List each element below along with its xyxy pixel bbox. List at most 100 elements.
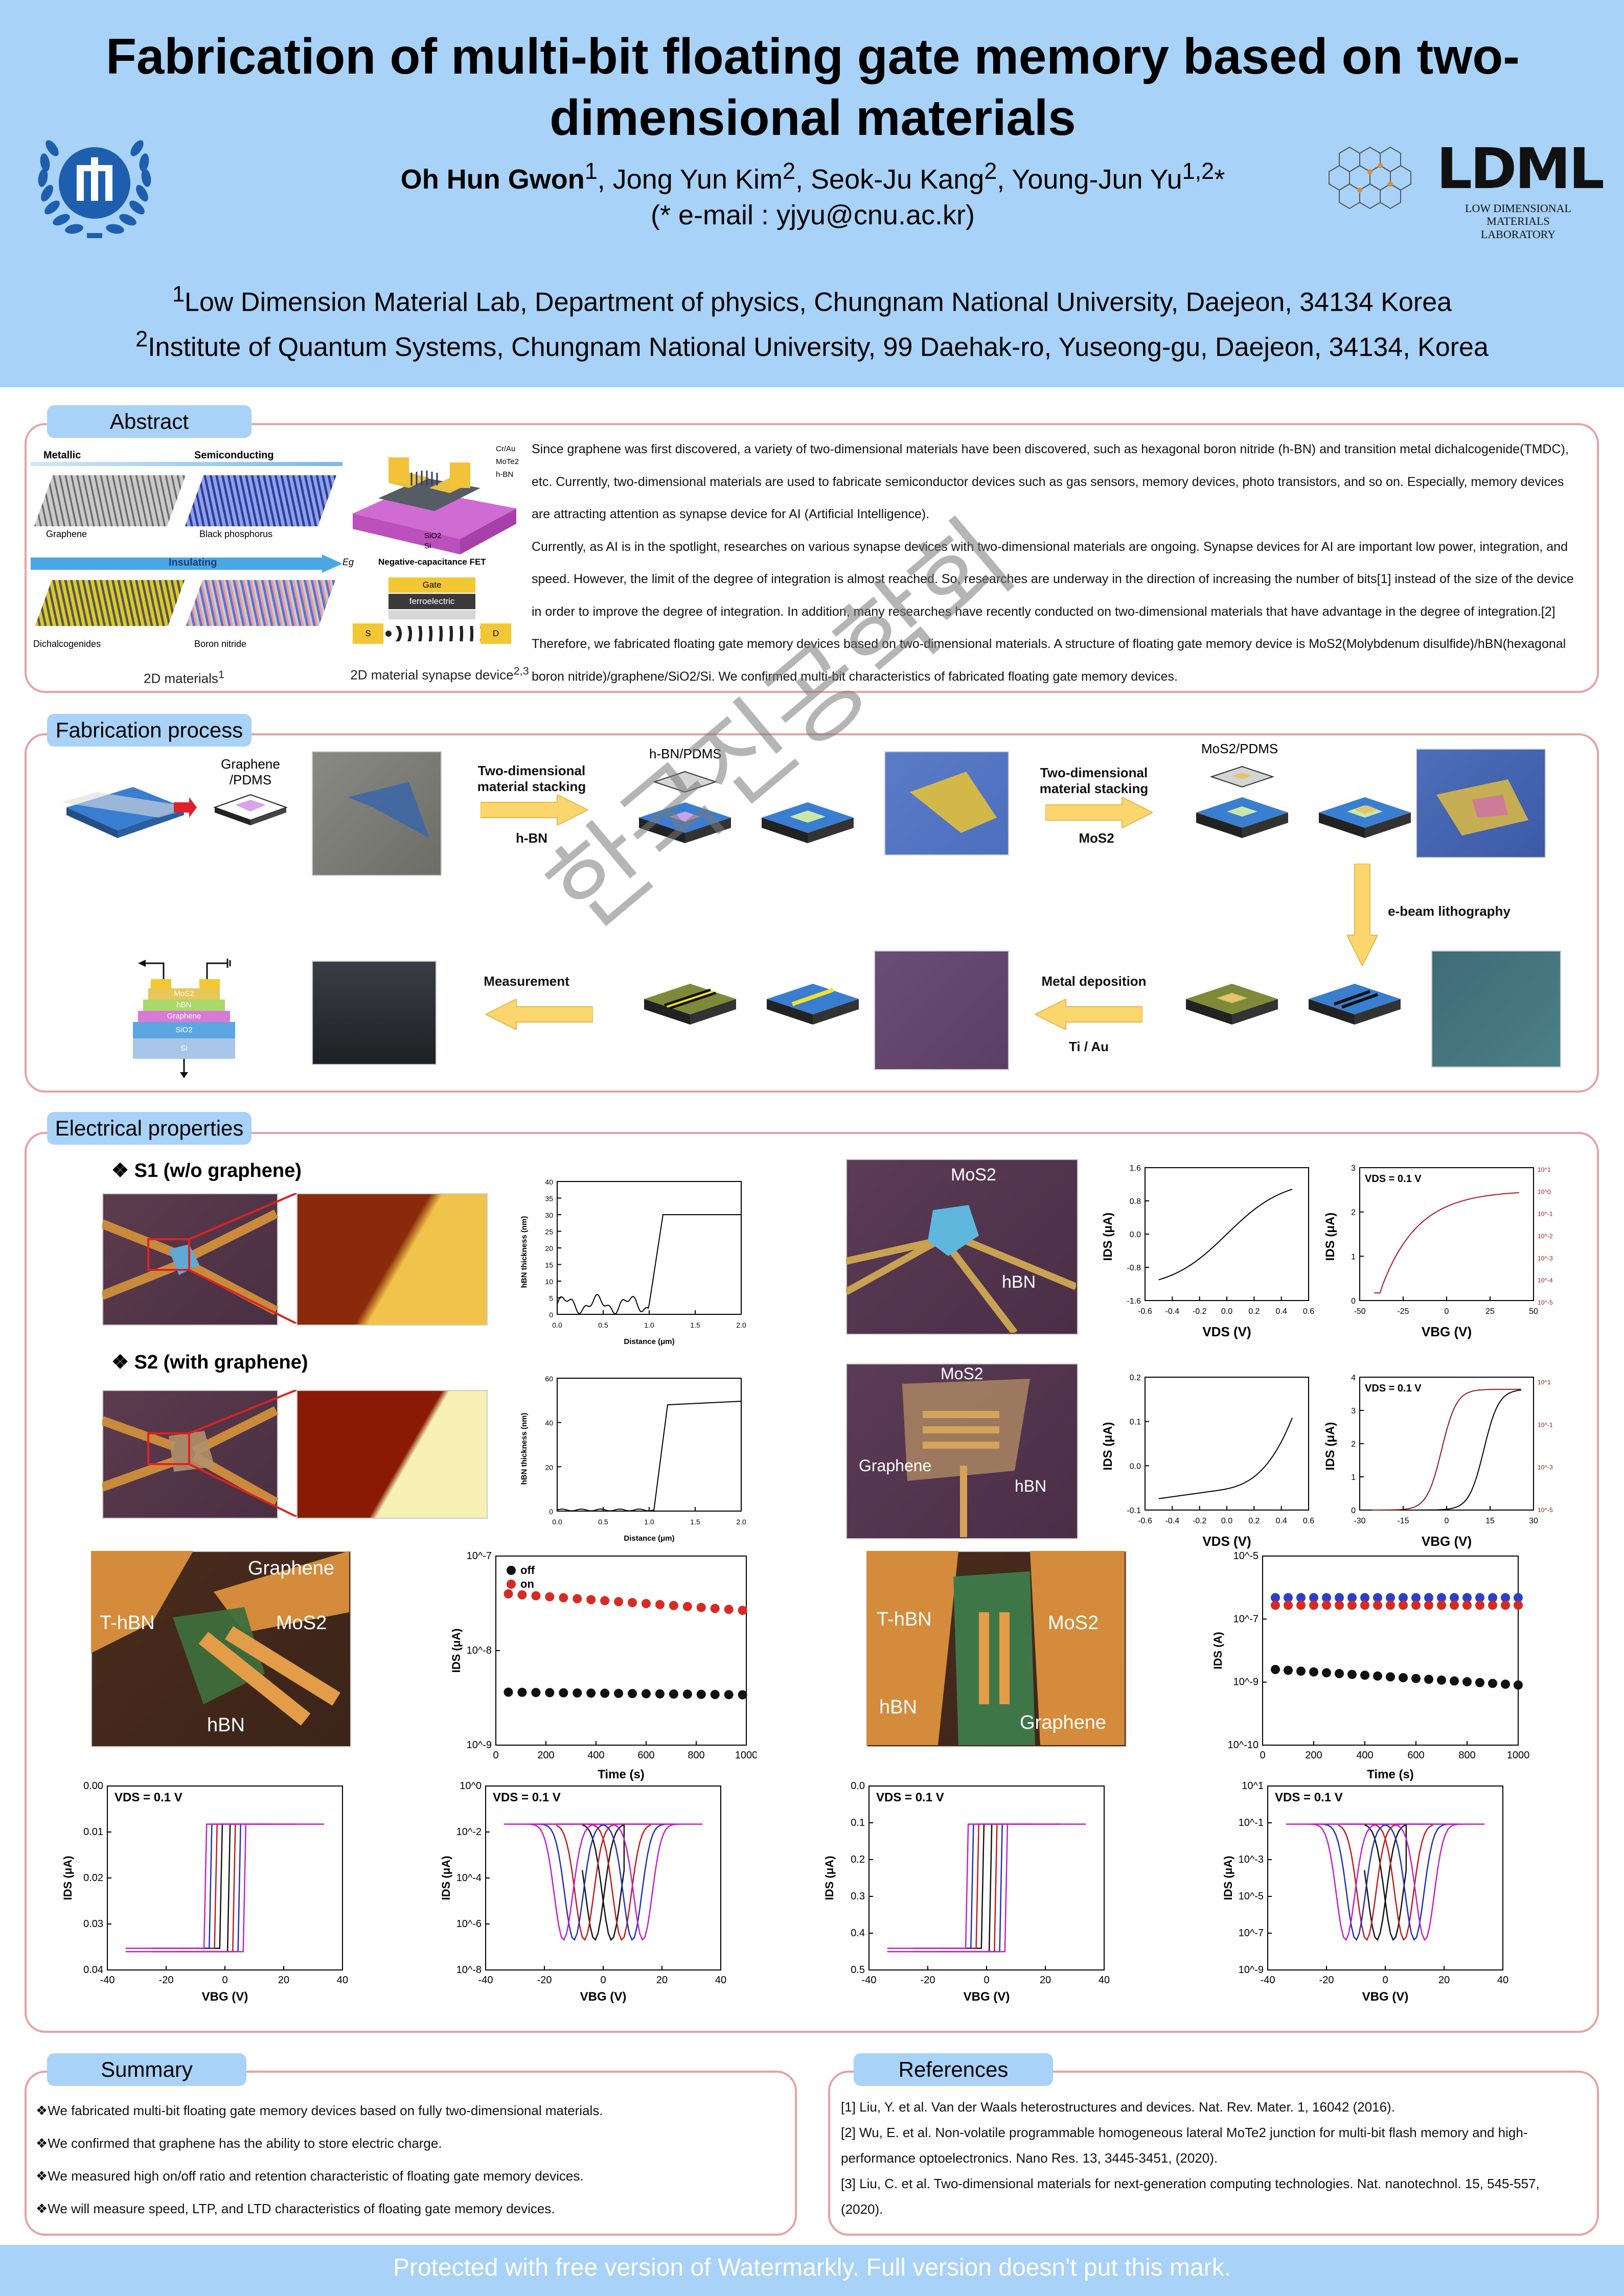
hysteresis-loop	[1363, 1824, 1407, 1941]
stack-layer-graphene: Graphene	[138, 1011, 230, 1022]
svg-text:IDS (μA): IDS (μA)	[1101, 1213, 1115, 1261]
poster-title: Fabrication of multi-bit floating gate m…	[106, 28, 1520, 146]
step1-sub-label: h-BN	[515, 830, 548, 846]
poster-header	[0, 0, 1624, 387]
x-tick-label: 2.0	[736, 1518, 746, 1526]
x-tick-label: -20	[1319, 1975, 1334, 1986]
abstract-text: Since graphene was first discovered, a v…	[532, 433, 1574, 693]
y-tick-label: 0.0	[1130, 1231, 1141, 1239]
state-point	[1373, 1593, 1382, 1603]
svg-text:IDS (μA): IDS (μA)	[1324, 1422, 1337, 1471]
y-tick-label: 10^-9	[1233, 1677, 1259, 1688]
university-logo-icon	[38, 140, 151, 238]
state-point	[1360, 1671, 1369, 1680]
x-tick-label: 400	[1356, 1750, 1373, 1761]
on-point	[504, 1589, 513, 1598]
svg-text:VDS = 0.1 V: VDS = 0.1 V	[1365, 1383, 1422, 1394]
svg-text:Time (s): Time (s)	[598, 1768, 645, 1781]
off-point	[682, 1689, 692, 1699]
footer-bar	[0, 2245, 1624, 2296]
author-2: , Jong Yun Kim	[597, 164, 783, 195]
y-tick-label: 10^-8	[456, 1964, 482, 1976]
ground-arrow-icon	[180, 1059, 188, 1078]
author-list: Oh Hun Gwon1, Jong Yun Kim2, Seok-Ju Kan…	[358, 153, 1268, 233]
state-point	[1462, 1677, 1472, 1686]
probe-station-image	[312, 961, 437, 1065]
x-tick-label: 0.6	[1303, 1307, 1314, 1316]
x-tick-label: 40	[337, 1975, 348, 1986]
summary-item: ❖We fabricated multi-bit floating gate m…	[36, 2103, 603, 2118]
x-tick-label: 0.4	[1276, 1517, 1287, 1525]
y-tick-label: 10^-4	[456, 1872, 482, 1884]
state-point	[1411, 1593, 1421, 1603]
x-tick-label: 0.0	[552, 1518, 562, 1526]
x-tick-label: 0	[1445, 1517, 1449, 1525]
state-point	[1373, 1601, 1382, 1610]
contact-email: (* e-mail : yjyu@cnu.ac.kr)	[651, 200, 975, 230]
state-point	[1475, 1678, 1484, 1687]
on-point	[669, 1601, 678, 1610]
x-tick-label: 50	[1529, 1307, 1538, 1316]
x-tick-label: 0.0	[1221, 1307, 1232, 1316]
hysteresis3-chart: 0.5 0.4 0.3 0.2 0.1 0.0 -40 -20 0 20 40 VDS = 0.1 V…	[823, 1780, 1110, 2004]
device-stack-diagram: MoS2 hBN Graphene SiO2 Si	[133, 956, 235, 1078]
y-tick-label: 0	[1351, 1297, 1356, 1306]
y-tick-label: 40	[545, 1178, 553, 1186]
svg-text:Time (s): Time (s)	[1367, 1768, 1414, 1781]
on-point	[655, 1599, 665, 1609]
x-tick-label: 0.6	[1303, 1517, 1314, 1525]
svg-text:IDS (μA): IDS (μA)	[1222, 1856, 1234, 1900]
x-tick-label: 0	[600, 1975, 606, 1986]
on-point	[628, 1598, 637, 1608]
right-tick-label: 10^1	[1538, 1166, 1551, 1173]
boron-nitride-lattice-image	[186, 580, 336, 626]
svg-text:VBG (V): VBG (V)	[964, 1990, 1010, 2004]
state-point	[1424, 1675, 1433, 1684]
off-point	[696, 1689, 706, 1699]
ebl-optical-image	[1431, 950, 1561, 1068]
hysteresis-loop	[178, 1823, 272, 1953]
x-tick-label: -0.2	[1193, 1517, 1207, 1525]
s2-afm-image	[296, 1390, 488, 1519]
x-tick-label: 20	[1438, 1975, 1450, 1986]
off-point	[724, 1690, 734, 1700]
x-tick-label: 0.5	[598, 1518, 608, 1526]
on-point	[614, 1597, 624, 1607]
y-tick-label: 0.8	[1130, 1197, 1141, 1206]
x-tick-label: 1.5	[690, 1518, 700, 1526]
x-tick-label: 0.0	[552, 1321, 562, 1329]
state-point	[1347, 1601, 1357, 1610]
off-point	[669, 1689, 678, 1699]
y-tick-label: 10^1	[1242, 1780, 1264, 1792]
y-tick-label: 0.1	[1130, 1418, 1141, 1427]
x-tick-label: -20	[921, 1975, 935, 1986]
state-point	[1424, 1593, 1433, 1603]
svg-text:VDS = 0.1 V: VDS = 0.1 V	[1365, 1173, 1422, 1185]
state-point	[1386, 1593, 1395, 1603]
svg-text:IDS (μA): IDS (μA)	[1101, 1422, 1115, 1471]
x-tick-label: 0	[1382, 1975, 1388, 1986]
x-tick-label: 200	[537, 1750, 554, 1761]
iv2-chart: -0.1 0.0 0.1 0.2 -0.6 -0.4 -0.2 0.0 0.2 0.4 0.6 ID…	[1101, 1374, 1314, 1549]
y-tick-label: 0.01	[83, 1826, 103, 1838]
graphene-pdms-label: Graphene /PDMS	[221, 756, 280, 787]
svg-text:IDS (A): IDS (A)	[1211, 1632, 1224, 1669]
y-tick-label: 30	[545, 1211, 553, 1219]
state-point	[1399, 1601, 1408, 1610]
2d-materials-figure: Metallic Semiconducting Graphene Black p…	[31, 450, 354, 649]
affiliation-1: 1Low Dimension Material Lab, Department …	[172, 282, 1452, 317]
state-point	[1309, 1601, 1318, 1610]
on-point	[682, 1602, 692, 1611]
off-point	[517, 1687, 527, 1697]
x-tick-label: 25	[1485, 1307, 1495, 1316]
state-point	[1411, 1601, 1421, 1610]
state-point	[1450, 1601, 1459, 1610]
summary-item: ❖We measured high on/off ratio and reten…	[36, 2168, 584, 2184]
state-point	[1296, 1666, 1306, 1676]
x-tick-label: 20	[278, 1975, 289, 1986]
x-tick-label: -0.6	[1138, 1307, 1152, 1316]
x-tick-label: -40	[1261, 1975, 1275, 1986]
off-point	[531, 1688, 541, 1697]
afm1-y-ticks: 0 5 10 15 20 25 30 35 40	[545, 1178, 561, 1319]
author-3: , Seok-Ju Kang	[795, 164, 985, 195]
